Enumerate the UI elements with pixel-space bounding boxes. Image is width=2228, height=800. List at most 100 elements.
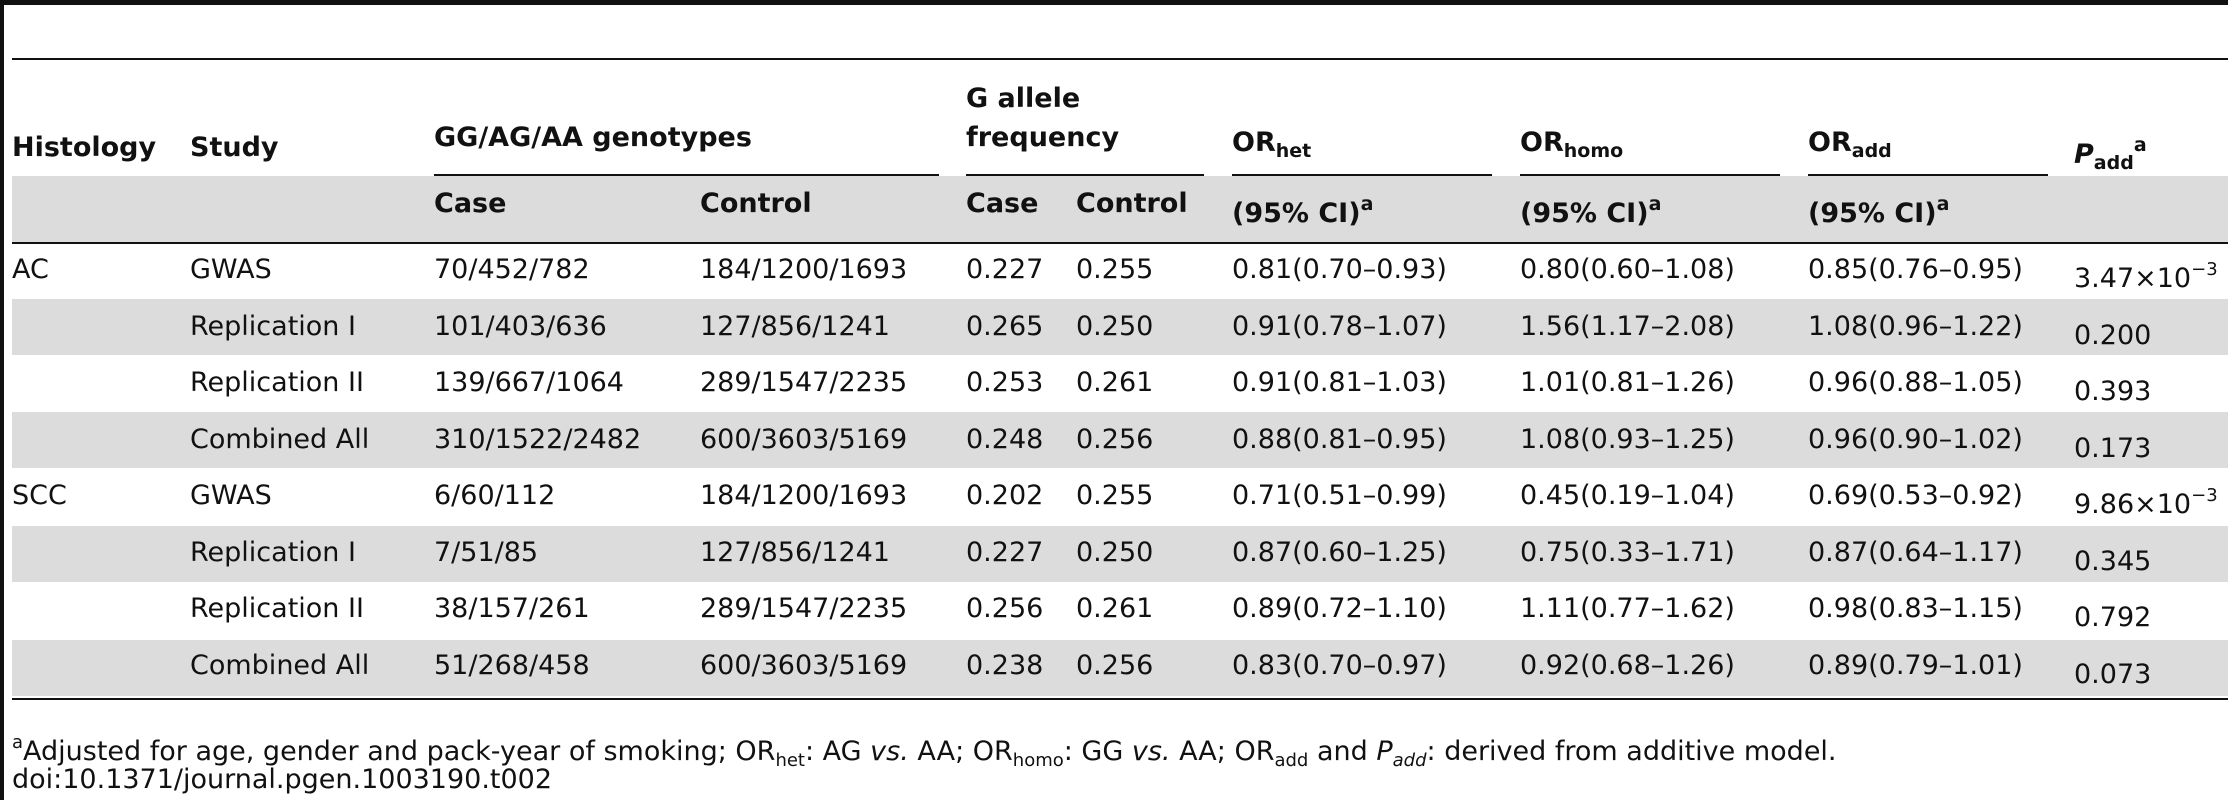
cell-case: 139/667/1064 — [434, 367, 624, 398]
cell-af-case: 0.227 — [966, 537, 1044, 568]
cell-or-add: 0.89(0.79–1.01) — [1808, 650, 2023, 681]
cell-case: 310/1522/2482 — [434, 424, 642, 455]
table-top-rule — [12, 58, 2228, 60]
cell-study: Replication II — [190, 593, 364, 624]
cell-study: Replication I — [190, 537, 356, 568]
cell-or-add: 0.87(0.64–1.17) — [1808, 537, 2023, 568]
cell-or-homo: 0.80(0.60–1.08) — [1520, 254, 1735, 285]
cell-control: 289/1547/2235 — [700, 367, 908, 398]
header-p-add: Padda — [2074, 134, 2147, 174]
cell-control: 127/856/1241 — [700, 537, 890, 568]
cell-or-homo: 1.08(0.93–1.25) — [1520, 424, 1735, 455]
cell-af-case: 0.256 — [966, 593, 1044, 624]
cell-control: 184/1200/1693 — [700, 254, 908, 285]
cell-or-add: 0.96(0.90–1.02) — [1808, 424, 2023, 455]
header-control: Control — [700, 188, 812, 219]
cell-histology: AC — [12, 254, 49, 285]
cell-af-case: 0.202 — [966, 480, 1044, 511]
or-add-underline — [1808, 174, 2048, 176]
row-band — [12, 412, 2228, 468]
table-bottom-rule — [12, 698, 2228, 700]
header-genotypes: GG/AG/AA genotypes — [434, 122, 752, 153]
cell-p-add: 0.393 — [2074, 376, 2152, 407]
cell-case: 101/403/636 — [434, 311, 607, 342]
cell-af-case: 0.253 — [966, 367, 1044, 398]
row-band — [12, 299, 2228, 355]
cell-or-homo: 0.75(0.33–1.71) — [1520, 537, 1735, 568]
cell-af-case: 0.238 — [966, 650, 1044, 681]
top-border — [0, 0, 2228, 5]
cell-case: 6/60/112 — [434, 480, 556, 511]
cell-or-homo: 1.01(0.81–1.26) — [1520, 367, 1735, 398]
cell-af-control: 0.250 — [1076, 537, 1154, 568]
header-allele-case: Case — [966, 188, 1039, 219]
cell-or-het: 0.88(0.81–0.95) — [1232, 424, 1447, 455]
cell-or-het: 0.91(0.78–1.07) — [1232, 311, 1447, 342]
cell-p-add: 0.345 — [2074, 546, 2152, 577]
header-histology: Histology — [12, 132, 157, 163]
cell-p-add: 0.173 — [2074, 433, 2152, 464]
cell-af-case: 0.248 — [966, 424, 1044, 455]
cell-study: GWAS — [190, 480, 272, 511]
doi-text: doi:10.1371/journal.pgen.1003190.t002 — [12, 764, 553, 795]
header-or-homo: ORhomo — [1520, 127, 1624, 162]
cell-or-add: 0.69(0.53–0.92) — [1808, 480, 2023, 511]
cell-case: 38/157/261 — [434, 593, 590, 624]
cell-study: Replication II — [190, 367, 364, 398]
cell-study: GWAS — [190, 254, 272, 285]
genotypes-underline — [434, 174, 939, 176]
cell-case: 51/268/458 — [434, 650, 590, 681]
cell-af-control: 0.256 — [1076, 650, 1154, 681]
cell-or-homo: 0.92(0.68–1.26) — [1520, 650, 1735, 681]
cell-af-control: 0.250 — [1076, 311, 1154, 342]
cell-or-het: 0.89(0.72–1.10) — [1232, 593, 1447, 624]
cell-af-control: 0.261 — [1076, 367, 1154, 398]
header-case: Case — [434, 188, 507, 219]
header-study: Study — [190, 132, 279, 163]
cell-or-het: 0.83(0.70–0.97) — [1232, 650, 1447, 681]
header-ci-homo: (95% CI)a — [1520, 193, 1662, 229]
or-het-underline — [1232, 174, 1492, 176]
cell-or-add: 0.98(0.83–1.15) — [1808, 593, 2023, 624]
left-border — [0, 0, 4, 800]
cell-af-case: 0.227 — [966, 254, 1044, 285]
cell-p-add: 3.47×10−3 — [2074, 259, 2218, 294]
cell-case: 70/452/782 — [434, 254, 590, 285]
cell-or-homo: 0.45(0.19–1.04) — [1520, 480, 1735, 511]
allele-underline — [966, 174, 1204, 176]
cell-or-add: 0.85(0.76–0.95) — [1808, 254, 2023, 285]
header-or-add: ORadd — [1808, 127, 1892, 162]
cell-p-add: 0.073 — [2074, 659, 2152, 690]
cell-or-add: 1.08(0.96–1.22) — [1808, 311, 2023, 342]
cell-af-control: 0.261 — [1076, 593, 1154, 624]
cell-control: 289/1547/2235 — [700, 593, 908, 624]
cell-af-control: 0.255 — [1076, 254, 1154, 285]
footnote: aAdjusted for age, gender and pack-year … — [12, 732, 1837, 771]
cell-study: Combined All — [190, 650, 370, 681]
cell-af-control: 0.256 — [1076, 424, 1154, 455]
cell-p-add: 9.86×10−3 — [2074, 485, 2218, 520]
subheader-band — [12, 176, 2228, 242]
header-or-het: ORhet — [1232, 127, 1312, 162]
row-band — [12, 526, 2228, 582]
cell-study: Replication I — [190, 311, 356, 342]
cell-histology: SCC — [12, 480, 67, 511]
header-bottom-rule — [12, 242, 2228, 244]
cell-p-add: 0.200 — [2074, 320, 2152, 351]
cell-af-case: 0.265 — [966, 311, 1044, 342]
cell-or-homo: 1.56(1.17–2.08) — [1520, 311, 1735, 342]
header-ci-het: (95% CI)a — [1232, 193, 1374, 229]
header-ci-add: (95% CI)a — [1808, 193, 1950, 229]
cell-or-het: 0.87(0.60–1.25) — [1232, 537, 1447, 568]
or-homo-underline — [1520, 174, 1780, 176]
cell-control: 600/3603/5169 — [700, 650, 908, 681]
cell-or-het: 0.81(0.70–0.93) — [1232, 254, 1447, 285]
cell-af-control: 0.255 — [1076, 480, 1154, 511]
cell-control: 127/856/1241 — [700, 311, 890, 342]
cell-p-add: 0.792 — [2074, 602, 2152, 633]
cell-control: 600/3603/5169 — [700, 424, 908, 455]
header-allele-control: Control — [1076, 188, 1188, 219]
cell-or-het: 0.71(0.51–0.99) — [1232, 480, 1447, 511]
cell-case: 7/51/85 — [434, 537, 539, 568]
cell-or-homo: 1.11(0.77–1.62) — [1520, 593, 1735, 624]
